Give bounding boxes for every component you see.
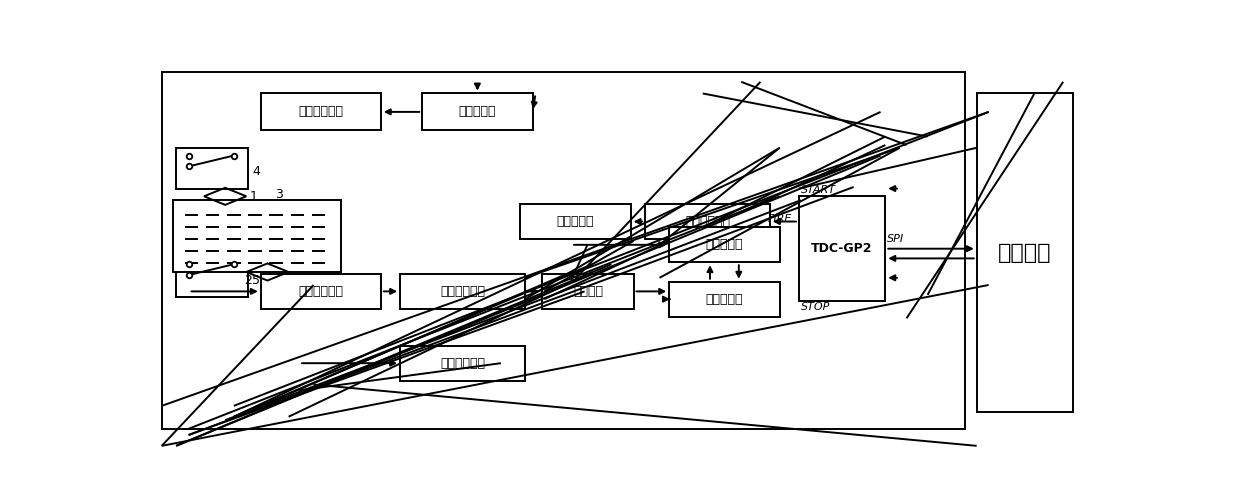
Text: 第一计数器: 第一计数器 [557, 215, 594, 228]
Bar [176, 148, 248, 188]
Text: SPI: SPI [888, 234, 904, 244]
Text: 2: 2 [244, 274, 252, 287]
Bar [645, 204, 770, 239]
Text: 5: 5 [252, 274, 260, 287]
Text: 微处理器: 微处理器 [998, 242, 1052, 263]
Text: TDC-GP2: TDC-GP2 [811, 242, 873, 255]
Text: START: START [801, 185, 836, 196]
Text: 1: 1 [249, 190, 257, 203]
Bar [401, 346, 525, 381]
Bar [670, 282, 780, 317]
Bar [977, 93, 1073, 412]
Text: 4: 4 [252, 165, 260, 178]
Bar [401, 274, 525, 309]
Text: 第二计数器: 第二计数器 [706, 293, 743, 305]
Text: 滤波放大电路: 滤波放大电路 [299, 285, 343, 298]
Bar [670, 227, 780, 262]
Bar [161, 72, 965, 429]
Text: 3: 3 [275, 188, 283, 201]
Text: 控制门电路: 控制门电路 [459, 105, 496, 118]
Text: STOP: STOP [801, 302, 830, 312]
Bar [260, 274, 381, 309]
Text: 过零比较电路: 过零比较电路 [440, 285, 485, 298]
Bar [422, 93, 533, 131]
Bar [174, 200, 341, 272]
Text: 第三计数器: 第三计数器 [706, 238, 743, 251]
Text: 驱动放大电路: 驱动放大电路 [299, 105, 343, 118]
Text: 波形整形电路: 波形整形电路 [684, 215, 730, 228]
Bar [521, 204, 631, 239]
Bar [542, 274, 634, 309]
Bar [260, 93, 381, 131]
Bar [176, 257, 248, 297]
Text: FIRE: FIRE [768, 214, 792, 224]
Text: 与门电路: 与门电路 [573, 285, 603, 298]
Bar [799, 197, 885, 301]
Text: 幅度采集电路: 幅度采集电路 [440, 357, 485, 369]
